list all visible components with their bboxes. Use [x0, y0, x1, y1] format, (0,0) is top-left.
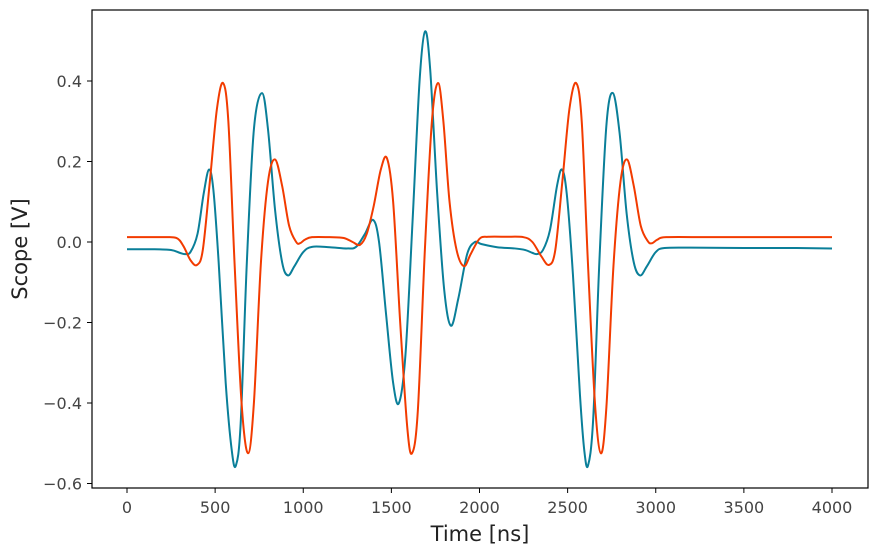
x-tick-label: 4000: [812, 498, 853, 517]
y-axis-label: Scope [V]: [8, 198, 32, 299]
series-line-channel-1: [126, 30, 833, 469]
y-tick-label: −0.2: [43, 314, 82, 333]
x-axis-label: Time [ns]: [430, 522, 530, 546]
series-line-channel-2: [126, 81, 832, 455]
y-tick-label: 0.0: [57, 233, 82, 252]
y-tick-label: 0.4: [57, 72, 82, 91]
plot-area: [126, 30, 833, 469]
x-tick-label: 2500: [547, 498, 588, 517]
y-axis: −0.6 −0.4 −0.2 0.0 0.2 0.4: [43, 72, 92, 494]
x-tick-label: 3000: [635, 498, 676, 517]
x-tick-label: 0: [122, 498, 132, 517]
y-tick-label: −0.6: [43, 475, 82, 494]
x-axis: 0 500 1000 1500 2000 2500 3000 3500 4000: [122, 488, 852, 517]
x-tick-label: 1000: [283, 498, 324, 517]
series-layer: [126, 30, 833, 469]
x-tick-label: 2000: [459, 498, 500, 517]
y-tick-label: −0.4: [43, 394, 82, 413]
x-tick-label: 500: [200, 498, 231, 517]
y-tick-label: 0.2: [57, 153, 82, 172]
x-tick-label: 1500: [371, 498, 412, 517]
x-tick-label: 3500: [724, 498, 765, 517]
